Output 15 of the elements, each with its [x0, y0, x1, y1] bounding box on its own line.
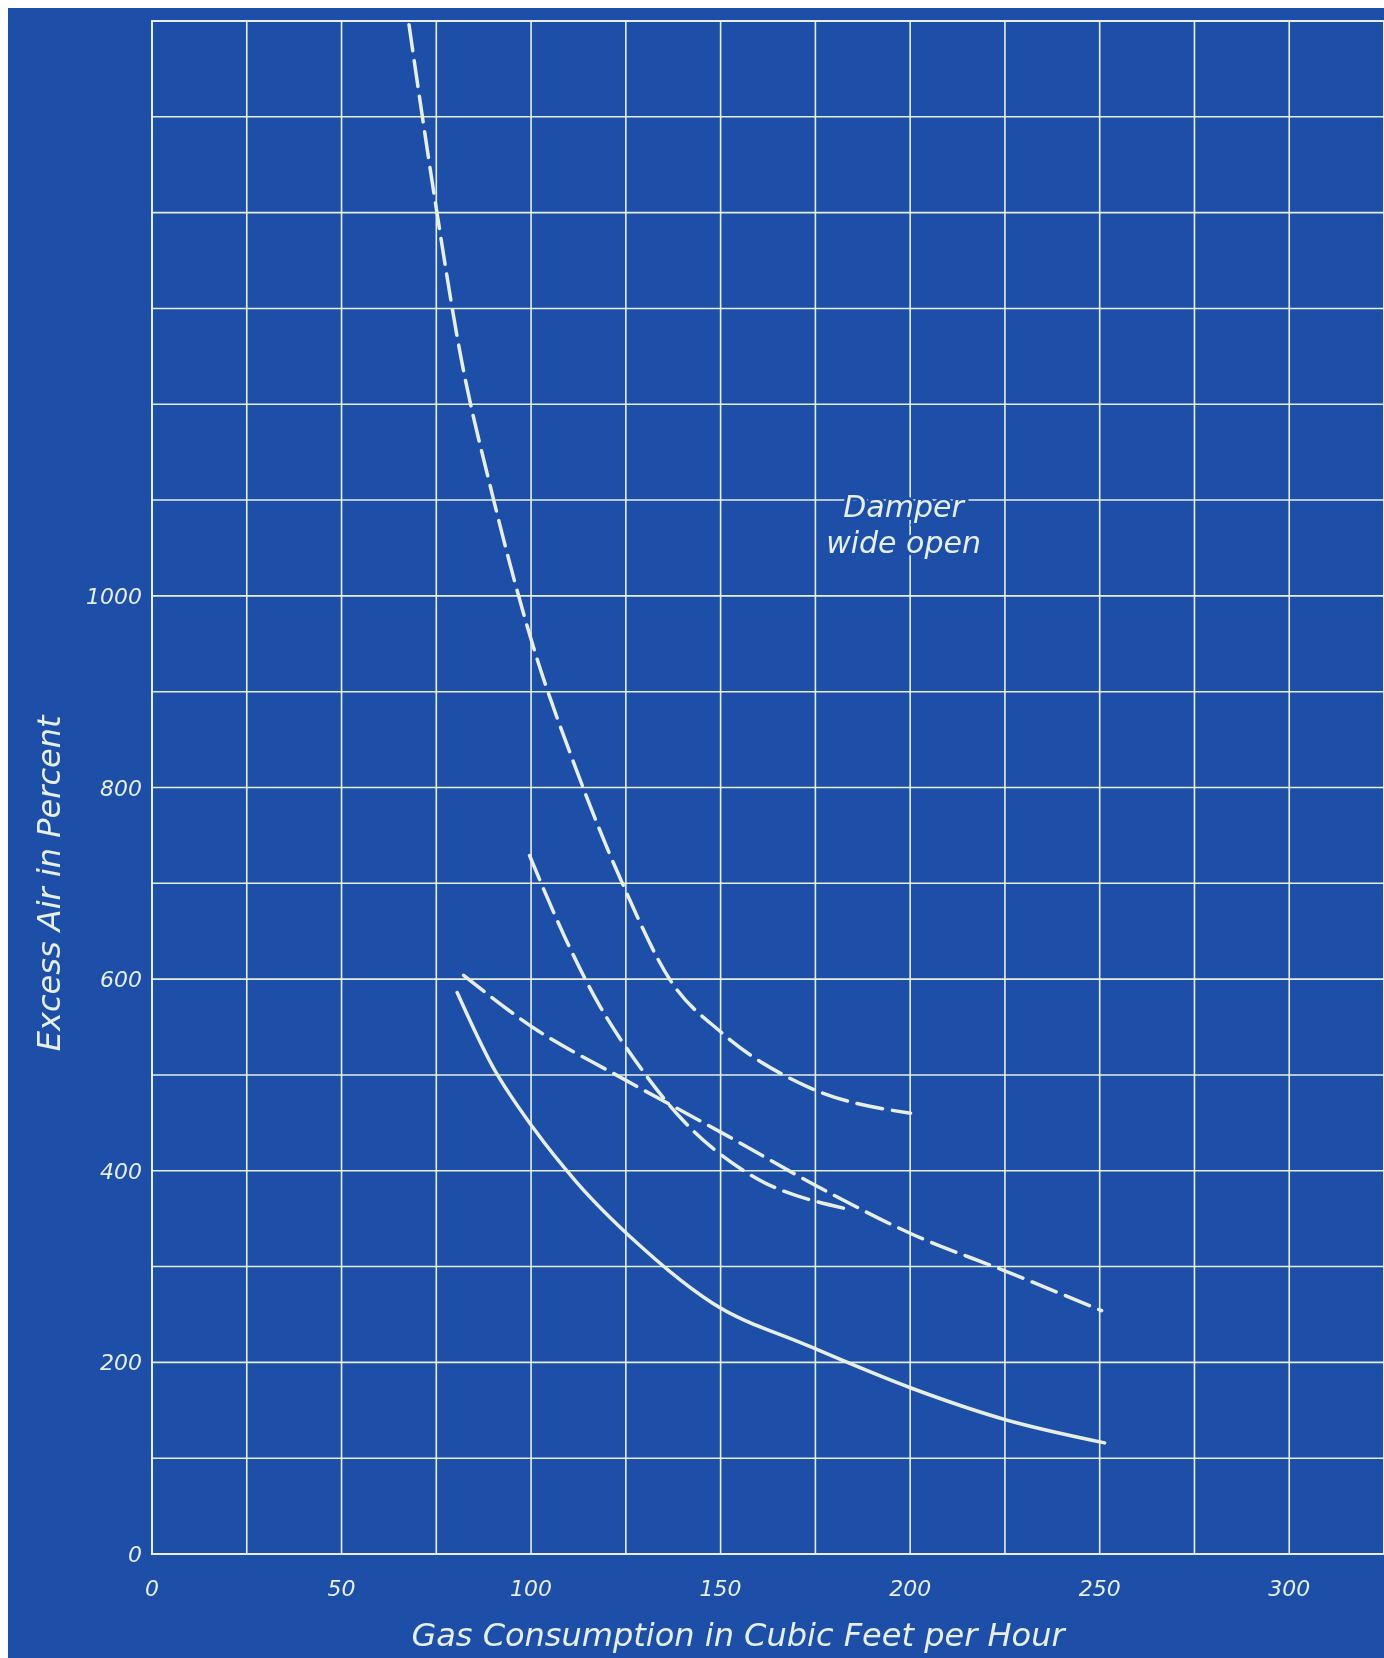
y-tick-label: 400 [100, 1158, 142, 1184]
x-tick-label: 250 [1078, 1576, 1121, 1601]
x-tick-label: 200 [889, 1576, 932, 1601]
y-tick-label: 600 [100, 967, 142, 993]
x-axis-title: Gas Consumption in Cubic Feet per Hour [411, 1616, 1067, 1654]
y-tick-label: 800 [100, 775, 142, 801]
x-tick-label: 300 [1268, 1576, 1311, 1601]
y-tick-label: 0 [128, 1542, 142, 1567]
x-tick-label: 150 [699, 1576, 742, 1601]
x-tick-label: 50 [327, 1576, 356, 1601]
x-tick-label: 100 [510, 1576, 553, 1601]
x-tick-label: 0 [145, 1576, 159, 1601]
y-axis-title: Excess Air in Percent [30, 714, 68, 1052]
y-tick-label: 200 [100, 1350, 142, 1376]
y-tick-label: 1000 [86, 583, 142, 609]
